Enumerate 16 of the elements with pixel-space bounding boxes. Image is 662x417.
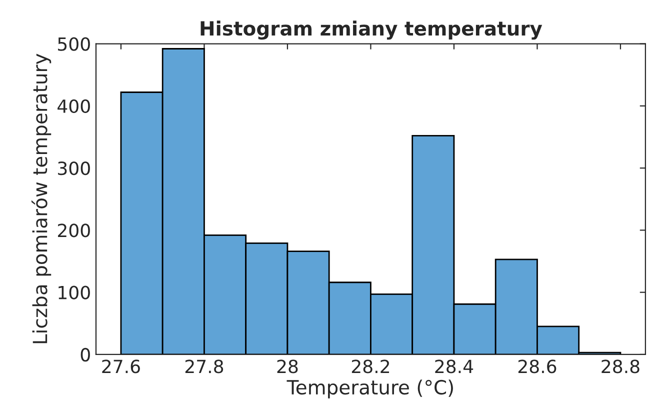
x-tick-label: 28.4 bbox=[435, 360, 474, 374]
y-tick-label: 300 bbox=[58, 162, 90, 176]
x-tick-label: 27.6 bbox=[102, 360, 140, 374]
x-tick-label: 28.6 bbox=[518, 360, 556, 374]
y-tick-label: 400 bbox=[58, 99, 90, 114]
x-tick-label: 28 bbox=[277, 360, 298, 374]
x-axis-title: Temperature (°C) bbox=[286, 380, 453, 398]
y-tick-label: 100 bbox=[58, 286, 90, 300]
y-tick-label: 0 bbox=[80, 348, 90, 362]
y-axis-title: Liczba pomiarów temperatury bbox=[32, 54, 52, 344]
x-tick-label: 28.2 bbox=[352, 360, 390, 374]
chart-title: Histogram zmiany temperatury bbox=[200, 20, 542, 40]
y-tick-label: 200 bbox=[58, 224, 90, 238]
y-tick-label: 500 bbox=[58, 37, 90, 51]
x-tick-label: 28.8 bbox=[602, 360, 640, 374]
x-tick-label: 27.8 bbox=[185, 360, 224, 374]
